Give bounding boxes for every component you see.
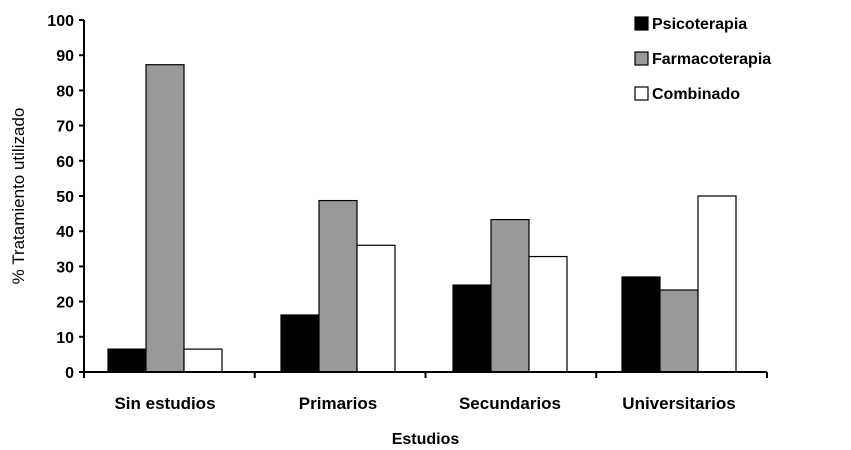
y-axis-ticks: 0 10 20 30 40 50 60 70 80 90 100 — [47, 13, 84, 382]
category-label: Secundarios — [459, 394, 561, 413]
y-axis-title: % Tratamiento utilizado — [9, 108, 28, 285]
bar-farmacoterapia — [659, 289, 699, 373]
y-tick-label: 20 — [56, 295, 74, 312]
y-tick-label: 80 — [56, 83, 74, 100]
legend-item: Farmacoterapia — [634, 51, 771, 68]
legend-swatch — [634, 51, 649, 66]
bar-psicoterapia — [452, 284, 492, 373]
bars-layer — [107, 64, 737, 373]
bar-psicoterapia — [621, 276, 661, 373]
bar-group — [280, 199, 396, 373]
x-axis-ticks — [83, 372, 768, 378]
y-tick-label: 10 — [56, 330, 74, 347]
y-tick-label: 70 — [56, 119, 74, 136]
bar-combinado — [356, 244, 396, 373]
y-tick-label: 50 — [56, 189, 74, 206]
bar-combinado — [528, 255, 568, 373]
y-tick-label: 100 — [47, 13, 74, 30]
bar-farmacoterapia — [490, 218, 530, 373]
category-label: Primarios — [299, 394, 377, 413]
bar-group — [621, 195, 737, 373]
y-tick-label: 90 — [56, 48, 74, 65]
bar-group — [452, 218, 568, 373]
legend-swatch — [634, 86, 649, 101]
legend-label: Psicoterapia — [652, 16, 747, 33]
y-tick-label: 60 — [56, 154, 74, 171]
legend-item: Psicoterapia — [634, 16, 747, 33]
x-axis-title: Estudios — [392, 431, 460, 448]
category-label: Universitarios — [622, 394, 735, 413]
y-tick-label: 0 — [65, 365, 74, 382]
bar-farmacoterapia — [145, 64, 185, 373]
legend-swatch — [634, 16, 649, 31]
legend-label: Combinado — [652, 86, 740, 103]
category-label: Sin estudios — [114, 394, 215, 413]
category-labels: Sin estudios Primarios Secundarios Universi… — [114, 394, 735, 413]
bar-psicoterapia — [280, 314, 320, 373]
legend-label: Farmacoterapia — [652, 51, 771, 68]
bar-farmacoterapia — [318, 199, 358, 373]
bar-psicoterapia — [107, 348, 147, 373]
bar-group — [107, 64, 223, 373]
bar-combinado — [183, 348, 223, 373]
y-tick-label: 30 — [56, 259, 74, 276]
y-tick-label: 40 — [56, 224, 74, 241]
bar-combinado — [697, 195, 737, 373]
legend: Psicoterapia Farmacoterapia Combinado — [634, 16, 771, 103]
legend-item: Combinado — [634, 86, 740, 103]
